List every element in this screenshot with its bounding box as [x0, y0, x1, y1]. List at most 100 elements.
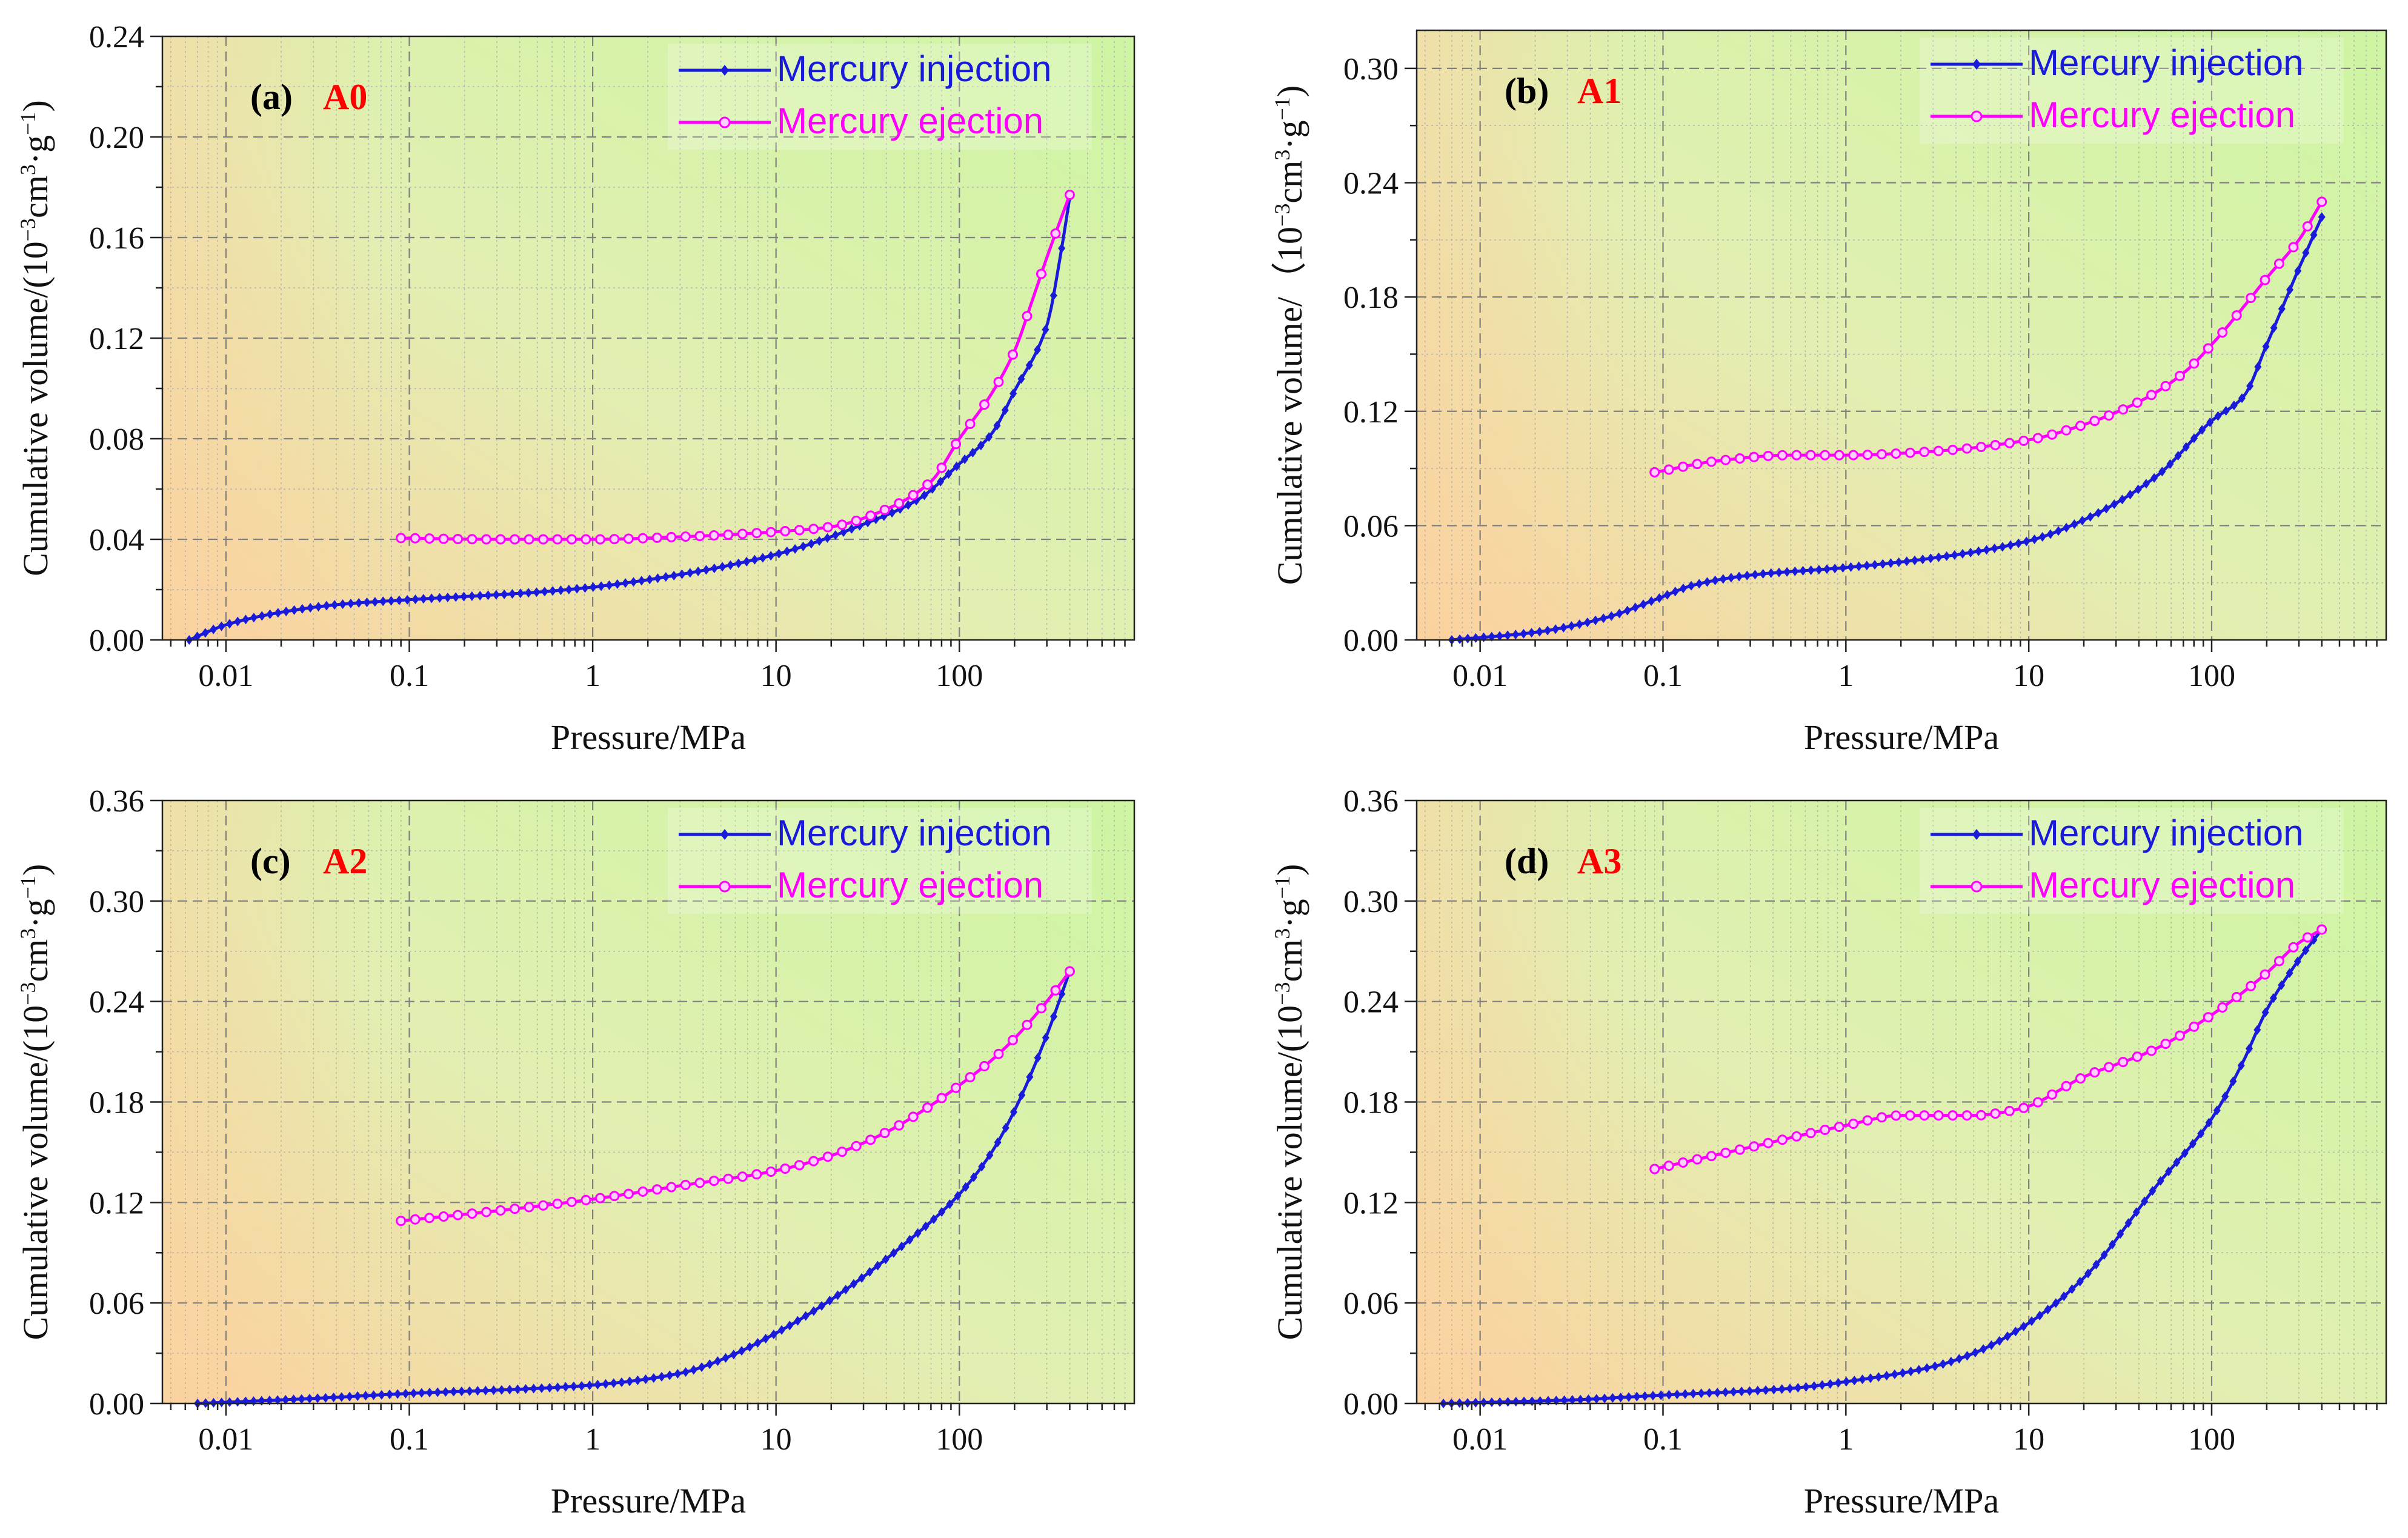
data-point	[2189, 1139, 2197, 1149]
data-point	[1552, 624, 1560, 634]
panel-letter: (b)	[1505, 71, 1549, 111]
data-point	[2126, 490, 2134, 500]
data-point	[727, 560, 734, 570]
data-point	[1017, 374, 1025, 384]
data-point	[723, 1173, 734, 1184]
data-point	[1472, 1397, 1480, 1408]
data-point	[1734, 1144, 1745, 1155]
data-point	[874, 1260, 882, 1271]
x-tick-label: 1	[1838, 659, 1854, 693]
data-point	[1762, 1385, 1770, 1395]
panel-a: 0.01 0.1 1 10 100 0.00 0.04 0.08 0.12 0.16 0.20 0.2…	[16, 20, 1136, 757]
x-axis-label: Pressure/MPa	[551, 1481, 746, 1520]
data-point	[642, 1374, 650, 1384]
y-axis-label: Cumulative volume/(10−3cm3·g−1)	[16, 100, 55, 576]
data-point	[266, 609, 274, 619]
data-point	[858, 1273, 866, 1283]
data-point	[345, 1391, 353, 1402]
data-point	[1839, 562, 1847, 573]
data-point	[2015, 538, 2023, 548]
data-point	[1734, 453, 1745, 464]
data-point	[2004, 1105, 2015, 1116]
data-point	[2173, 1157, 2181, 1168]
data-point	[2246, 381, 2254, 391]
data-point	[250, 613, 258, 623]
x-tick-label: 10	[2013, 1422, 2044, 1457]
data-point	[580, 1194, 591, 1205]
data-point	[2061, 1080, 2072, 1091]
data-point	[1815, 565, 1823, 575]
data-point	[894, 1120, 905, 1131]
data-point	[1623, 605, 1631, 616]
data-point	[1695, 579, 1703, 589]
data-point	[524, 1202, 534, 1213]
data-point	[2052, 1298, 2060, 1308]
legend-box	[1920, 808, 2344, 914]
data-point	[1975, 1110, 1986, 1120]
data-point	[637, 576, 645, 586]
data-point	[1504, 630, 1512, 641]
data-point	[1663, 464, 1674, 475]
data-point	[1871, 559, 1879, 570]
data-point	[570, 1381, 577, 1391]
data-point	[1863, 561, 1871, 571]
data-point	[1855, 561, 1863, 571]
data-point	[697, 1362, 705, 1373]
data-point	[1050, 228, 1061, 239]
data-point	[2004, 438, 2015, 448]
data-point	[1911, 555, 1918, 565]
data-point	[594, 1379, 602, 1390]
data-point	[562, 1382, 570, 1392]
data-point	[355, 598, 363, 608]
x-tick-label: 100	[936, 659, 983, 693]
data-point	[1577, 1394, 1585, 1405]
data-point	[1904, 1110, 1915, 1121]
data-point	[1633, 1391, 1641, 1402]
panel-letter: (c)	[250, 841, 291, 881]
data-point	[242, 614, 250, 625]
data-point	[1640, 599, 1648, 610]
grid	[1417, 801, 2386, 1403]
data-point	[2078, 516, 2086, 526]
data-point	[977, 441, 985, 451]
data-point	[1877, 449, 1887, 460]
ticks	[1405, 67, 2378, 652]
data-point	[2068, 1284, 2076, 1294]
data-point	[2032, 433, 2043, 444]
data-point	[314, 1393, 322, 1403]
legend-marker	[720, 65, 729, 76]
data-point	[1663, 1160, 1674, 1171]
data-point	[1480, 1397, 1488, 1408]
series-mercury-ejection	[1649, 196, 2327, 478]
y-tick-label: 0.12	[1343, 1186, 1399, 1220]
data-point	[1963, 1351, 1971, 1361]
data-point	[1520, 628, 1528, 639]
x-tick-label: 10	[760, 659, 792, 693]
data-point	[2198, 425, 2206, 435]
data-point	[1009, 388, 1017, 399]
series-mercury-ejection	[396, 966, 1075, 1227]
data-point	[1692, 459, 1703, 470]
data-point	[2075, 421, 2086, 431]
data-point	[510, 534, 521, 545]
data-point	[2157, 1176, 2164, 1186]
data-point	[546, 1383, 554, 1393]
data-point	[2293, 956, 2301, 967]
data-point	[1883, 1371, 1891, 1381]
data-point	[1899, 1368, 1907, 1378]
data-point	[1919, 447, 1930, 458]
data-point	[2006, 540, 2014, 550]
data-point	[965, 419, 976, 430]
data-point	[794, 525, 805, 536]
data-point	[1947, 444, 1958, 455]
data-point	[674, 1369, 682, 1379]
series-mercury-ejection	[1649, 924, 2327, 1174]
y-tick-label: 0.04	[89, 523, 144, 558]
legend-label: Mercury ejection	[777, 865, 1043, 905]
x-tick-label: 0.1	[1643, 1422, 1683, 1457]
data-point	[906, 1234, 914, 1245]
legend-label: Mercury injection	[777, 48, 1052, 89]
data-point	[1649, 1391, 1657, 1401]
data-point	[799, 541, 807, 551]
data-point	[936, 462, 947, 473]
